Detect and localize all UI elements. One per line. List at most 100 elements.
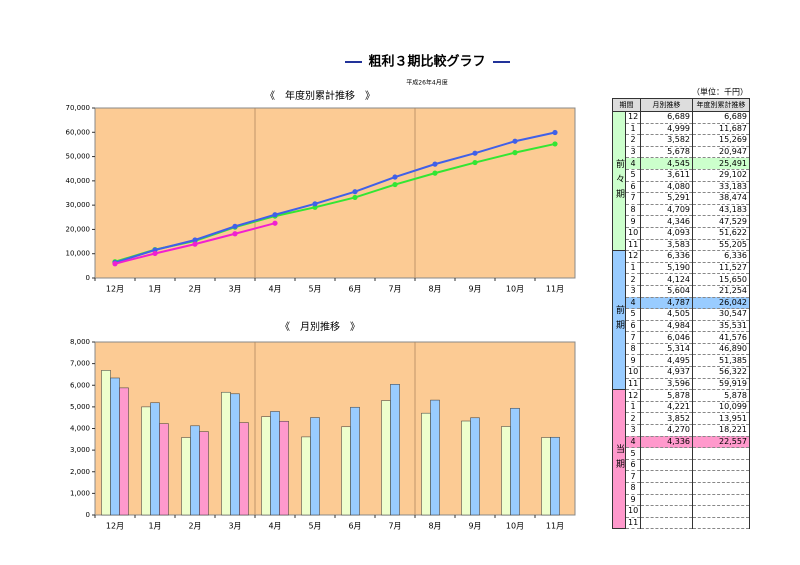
table-cell: 8 [625,482,641,495]
x-tick-label: 1月 [148,522,161,531]
point [432,161,438,167]
table-row: 1 5,190 11,527 [613,261,750,275]
table-row: 当期 12 5,878 5,878 [612,389,750,530]
bar [190,425,200,516]
point [432,170,438,176]
point [192,241,198,247]
table-cell [692,493,750,507]
table-row: 9 4,495 51,385 [613,354,750,368]
table-row: 4 4,336 22,557 [613,435,750,449]
table-cell: 46,890 [692,342,750,356]
table-cell: 51,622 [692,226,750,240]
table-cell: 10 [625,226,641,240]
point [152,250,158,257]
y-tick-label: 20,000 [66,225,91,233]
table-cell: 6,046 [640,331,693,344]
table-row: 2 4,124 15,650 [613,273,750,286]
table-row: 6 4,984 35,531 [613,319,750,333]
table-cell: 3 [625,284,641,298]
bar [110,377,120,516]
table-cell: 4,495 [640,354,693,368]
point [552,141,558,147]
table-cell: 9 [625,354,641,368]
plot-area [94,341,576,516]
table-cell: 5,190 [640,261,693,275]
plot-area [94,107,576,279]
table-cell: 22,557 [692,435,750,449]
table-cell: 8 [625,342,641,356]
bar [421,412,431,516]
table-row: 3 5,678 20,947 [613,145,750,159]
table-row: 5 3,611 29,102 [613,168,750,182]
table-row: 8 [613,482,750,495]
table-row: 前期 12 6,336 6,336 [612,250,750,391]
point [312,201,318,207]
table-cell: 25,491 [692,157,750,170]
table-unit: （単位：千円） [692,87,748,97]
x-tick-label: 10月 [506,285,524,294]
table-cell [640,482,693,495]
table-cell: 8 [625,203,641,217]
x-tick-label: 5月 [308,285,321,294]
x-tick-label: 3月 [228,522,241,531]
table-cell: 12 [625,250,641,263]
table-cell: 4,937 [640,366,693,379]
table-row: 11 3,583 55,205 [613,238,750,252]
bar [141,406,151,516]
table-cell: 6,689 [692,111,750,124]
table-cell: 3,852 [640,412,693,426]
x-tick-label: 12月 [106,285,124,294]
table-cell: 2 [625,134,641,147]
x-tick-label: 2月 [188,522,201,531]
data-table: 期間 月別推移 年度別累計推移 前々期 12 6,689 6,689 1 4,999 11,… [612,98,750,530]
table-row: 9 [613,493,750,507]
bar [301,436,311,516]
table-cell: 59,919 [692,377,750,391]
bar [430,399,440,516]
table-cell: 10 [625,505,641,518]
table-cell [692,470,750,483]
table-cell: 9 [625,215,641,228]
point [272,212,278,218]
table-cell: 4 [625,157,641,170]
point [272,220,278,226]
table-cell: 5 [625,168,641,182]
bar [261,416,271,516]
table-cell: 38,474 [692,192,750,205]
table-cell: 9 [625,493,641,507]
table-cell: 4,787 [640,296,693,310]
table-row: 10 4,937 56,322 [613,366,750,379]
table-cell: 4,124 [640,273,693,286]
table-cell: 4,999 [640,122,693,136]
table-cell [692,482,750,495]
table-cell: 55,205 [692,238,750,252]
group-label: 当期 [612,389,626,530]
table-cell: 4,221 [640,400,693,414]
y-tick-label: 8,000 [70,338,90,346]
page-title: 粗利３期比較グラフ [368,54,485,70]
bar [150,402,160,516]
table-cell: 11,687 [692,122,750,136]
table-row: 前々期 12 6,689 6,689 [612,110,750,252]
table-cell: 47,529 [692,215,750,228]
table-cell: 11 [625,516,641,530]
page-subtitle: 平成26年4月度 [406,79,447,87]
table-cell: 6,689 [640,111,693,124]
group-label: 前期 [612,250,626,391]
table-cell: 4,545 [640,157,693,170]
table-cell: 5,314 [640,342,693,356]
table-cell: 7 [625,470,641,483]
x-tick-label: 8月 [428,522,441,531]
bar [470,417,480,516]
table-cell: 5,878 [692,389,750,402]
y-tick-label: 4,000 [70,425,90,433]
point [392,174,398,180]
table-cell: 4 [625,435,641,449]
table-cell: 4,984 [640,319,693,333]
table-row: 3 4,270 18,221 [613,424,750,437]
table-row: 9 4,346 47,529 [613,215,750,228]
bar [510,407,520,516]
point [232,223,238,229]
y-tick-label: 30,000 [66,201,91,209]
